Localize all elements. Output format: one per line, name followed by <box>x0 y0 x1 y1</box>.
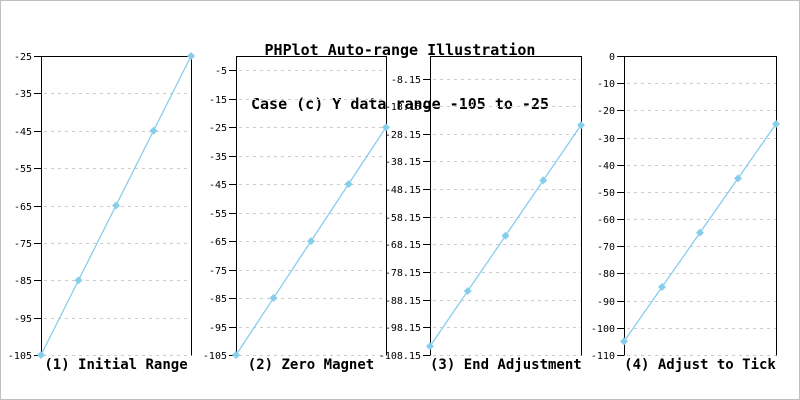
y-tick-label: -48.15 <box>385 185 421 196</box>
y-tick-label: -58.15 <box>385 213 421 224</box>
y-tick-label: -45 <box>209 180 227 191</box>
y-tick-label: -18.15 <box>385 102 421 113</box>
y-tick-label: -110 <box>591 351 615 362</box>
y-tick-label: -10 <box>597 79 615 90</box>
panel-caption-2: (2) Zero Magnet <box>247 357 375 373</box>
panel-caption-3: (3) End Adjustment <box>430 357 582 373</box>
data-point-marker <box>772 119 780 128</box>
y-tick-label: -65 <box>209 237 227 248</box>
y-tick-label: -35 <box>209 152 227 163</box>
y-tick-label: -90 <box>597 297 615 308</box>
y-tick-label: -15 <box>209 95 227 106</box>
y-tick-label: -35 <box>14 89 32 100</box>
panel-caption-4: (4) Adjust to Tick <box>624 357 776 373</box>
y-tick-label: -70 <box>597 242 615 253</box>
data-point-marker <box>426 342 434 351</box>
data-point-marker <box>463 286 472 295</box>
data-point-marker <box>382 123 390 132</box>
y-tick-label: -55 <box>209 209 227 220</box>
data-point-marker <box>539 176 548 185</box>
y-tick-label: -75 <box>14 239 32 250</box>
data-point-marker <box>344 180 353 189</box>
y-tick-label: -8.15 <box>391 75 421 86</box>
y-tick-label: 0 <box>609 52 615 63</box>
y-tick-label: -20 <box>597 106 615 117</box>
y-tick-label: -68.15 <box>385 240 421 251</box>
plot-border <box>41 56 192 356</box>
y-tick-label: -25 <box>14 52 32 63</box>
y-tick-label: -25 <box>209 123 227 134</box>
y-tick-label: -5 <box>215 66 227 77</box>
y-tick-label: -55 <box>14 164 32 175</box>
y-tick-label: -105 <box>203 351 227 362</box>
plot-border <box>430 56 582 356</box>
data-point-marker <box>658 283 666 292</box>
data-point-marker <box>577 121 585 130</box>
y-tick-label: -65 <box>14 202 32 213</box>
y-tick-label: -85 <box>209 294 227 305</box>
data-point-marker <box>620 337 628 346</box>
data-point-marker <box>307 237 315 246</box>
chart-title: PHPlot Auto-range Illustration Case (c) … <box>1 5 799 149</box>
y-tick-label: -85 <box>14 276 32 287</box>
y-tick-label: -30 <box>597 134 615 145</box>
y-tick-label: -98.15 <box>385 323 421 334</box>
y-tick-label: -75 <box>209 266 227 277</box>
y-tick-label: -50 <box>597 188 615 199</box>
data-point-marker <box>696 228 704 237</box>
plot-border <box>624 56 777 356</box>
y-tick-label: -40 <box>597 161 615 172</box>
data-point-marker <box>269 294 278 303</box>
y-tick-label: -100 <box>591 324 615 335</box>
panel-caption-1: (1) Initial Range <box>44 357 188 373</box>
data-point-marker <box>74 276 83 285</box>
data-point-marker <box>187 52 195 60</box>
y-tick-label: -108.15 <box>379 351 421 362</box>
y-tick-label: -95 <box>209 323 227 334</box>
data-point-marker <box>501 231 510 240</box>
y-tick-label: -88.15 <box>385 296 421 307</box>
y-tick-label: -105 <box>8 351 32 362</box>
y-tick-label: -80 <box>597 269 615 280</box>
data-point-marker <box>112 201 120 210</box>
y-tick-label: -28.15 <box>385 130 421 141</box>
y-tick-label: -78.15 <box>385 268 421 279</box>
data-point-marker <box>149 126 158 135</box>
data-point-marker <box>37 351 45 359</box>
data-point-marker <box>232 351 240 359</box>
y-tick-label: -95 <box>14 314 32 325</box>
plot-border <box>236 56 387 356</box>
data-point-marker <box>734 174 742 183</box>
y-tick-label: -60 <box>597 215 615 226</box>
chart-title-line1: PHPlot Auto-range Illustration <box>264 41 536 59</box>
y-tick-label: -45 <box>14 127 32 138</box>
y-tick-label: -38.15 <box>385 157 421 168</box>
